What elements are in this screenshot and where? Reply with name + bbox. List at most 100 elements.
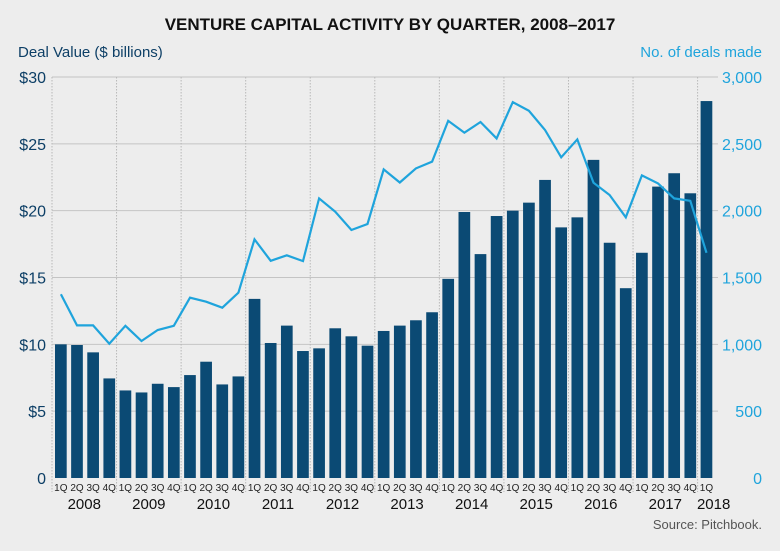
deal-value-bar — [555, 227, 568, 478]
quarter-tick-label: 2Q — [522, 483, 536, 494]
deal-value-bar — [410, 320, 422, 478]
deal-value-bar — [377, 330, 390, 478]
deal-value-bar — [119, 390, 132, 478]
deal-value-bar — [539, 179, 551, 478]
year-tick-label: 2012 — [326, 496, 359, 513]
left-y-tick-label: 0 — [37, 471, 46, 488]
chart-title: VENTURE CAPITAL ACTIVITY BY QUARTER, 200… — [165, 15, 616, 34]
right-y-axis: 0 500 1,000 1,500 2,000 2,500 3,000 — [722, 70, 762, 488]
quarter-tick-label: 3Q — [409, 483, 423, 494]
quarter-tick-label: 1Q — [442, 483, 456, 494]
left-y-tick-label: $25 — [19, 137, 46, 154]
bar-series — [55, 101, 713, 479]
quarter-tick-label: 2Q — [393, 483, 407, 494]
quarter-tick-label: 4Q — [619, 483, 633, 494]
right-y-tick-label: 2,500 — [722, 137, 762, 154]
left-y-tick-label: $10 — [19, 337, 46, 354]
deal-value-bar — [458, 212, 471, 478]
deal-value-bar — [329, 328, 342, 478]
deal-value-bar — [248, 298, 261, 478]
quarter-tick-label: 1Q — [248, 483, 262, 494]
right-y-tick-label: 1,500 — [722, 271, 762, 288]
year-tick-label: 2015 — [520, 496, 553, 513]
right-axis-title: No. of deals made — [640, 44, 762, 61]
right-y-tick-label: 2,000 — [722, 204, 762, 221]
source-note: Source: Pitchbook. — [653, 517, 762, 532]
quarter-tick-label: 2Q — [329, 483, 343, 494]
quarter-tick-label: 3Q — [151, 483, 165, 494]
quarter-tick-label: 1Q — [119, 483, 133, 494]
quarter-tick-label: 1Q — [54, 483, 68, 494]
quarter-tick-label: 4Q — [103, 483, 117, 494]
deal-value-bar — [200, 361, 212, 478]
deal-value-bar — [523, 202, 535, 478]
left-y-tick-label: $20 — [19, 204, 46, 221]
deal-value-bar — [216, 384, 229, 478]
year-tick-label: 2018 — [697, 496, 730, 513]
quarter-tick-label: 2Q — [587, 483, 601, 494]
right-y-tick-label: 0 — [753, 471, 762, 488]
deal-value-bar — [313, 348, 325, 478]
gridlines — [51, 76, 718, 492]
quarter-tick-label: 2Q — [70, 483, 84, 494]
deal-value-bar — [603, 242, 616, 478]
quarter-tick-label: 1Q — [506, 483, 520, 494]
quarter-tick-label: 1Q — [183, 483, 197, 494]
deal-value-bar — [87, 352, 99, 478]
deal-value-bar — [636, 252, 648, 478]
deal-value-bar — [587, 159, 600, 478]
deal-value-bar — [426, 312, 438, 478]
deal-value-bar — [506, 210, 519, 478]
quarter-tick-label: 2Q — [135, 483, 149, 494]
deal-value-bar — [652, 186, 664, 478]
quarter-tick-label: 3Q — [603, 483, 617, 494]
quarter-tick-label: 3Q — [216, 483, 230, 494]
deal-value-bar — [135, 392, 148, 478]
quarter-tick-label: 1Q — [571, 483, 585, 494]
quarter-tick-label: 2Q — [458, 483, 472, 494]
year-tick-label: 2016 — [584, 496, 617, 513]
year-axis: 2008 2009 2010 2011 2012 2013 2014 2015 2016 2017… — [68, 496, 731, 513]
deal-value-bar — [280, 325, 293, 478]
left-y-axis: 0 $5 $10 $15 $20 $25 $30 — [19, 70, 46, 488]
quarter-tick-label: 1Q — [377, 483, 391, 494]
deal-value-bar — [71, 345, 83, 478]
quarter-tick-label: 2Q — [264, 483, 278, 494]
deal-value-bar — [167, 387, 180, 478]
quarter-tick-label: 3Q — [474, 483, 488, 494]
deal-value-bar — [345, 336, 358, 478]
quarter-tick-label: 4Q — [555, 483, 569, 494]
left-y-tick-label: $30 — [19, 70, 46, 87]
quarter-tick-label: 3Q — [345, 483, 359, 494]
year-tick-label: 2014 — [455, 496, 488, 513]
quarter-tick-label: 4Q — [232, 483, 246, 494]
quarter-tick-label: 3Q — [86, 483, 100, 494]
left-axis-title: Deal Value ($ billions) — [18, 44, 163, 61]
right-y-tick-label: 3,000 — [722, 70, 762, 87]
deal-value-bar — [442, 278, 455, 478]
quarter-tick-label: 3Q — [280, 483, 294, 494]
deals-line — [59, 100, 708, 346]
quarter-tick-label: 1Q — [635, 483, 649, 494]
quarter-tick-label: 4Q — [425, 483, 439, 494]
deal-value-bar — [393, 325, 406, 478]
deal-value-bar — [361, 345, 374, 478]
right-y-tick-label: 500 — [735, 404, 762, 421]
quarter-tick-label: 3Q — [538, 483, 552, 494]
deal-value-bar — [151, 383, 164, 478]
quarter-tick-label: 1Q — [312, 483, 326, 494]
year-tick-label: 2009 — [132, 496, 165, 513]
year-tick-label: 2011 — [262, 496, 294, 513]
left-y-tick-label: $15 — [19, 271, 46, 288]
quarter-tick-label: 2Q — [651, 483, 665, 494]
year-tick-label: 2013 — [390, 496, 423, 513]
quarter-tick-label: 4Q — [296, 483, 310, 494]
deal-value-bar — [232, 376, 245, 478]
year-tick-label: 2010 — [197, 496, 230, 513]
deal-value-bar — [297, 351, 309, 478]
deal-value-bar — [490, 216, 503, 478]
quarter-tick-label: 4Q — [684, 483, 698, 494]
quarter-tick-label: 4Q — [490, 483, 504, 494]
quarter-tick-label: 3Q — [667, 483, 681, 494]
